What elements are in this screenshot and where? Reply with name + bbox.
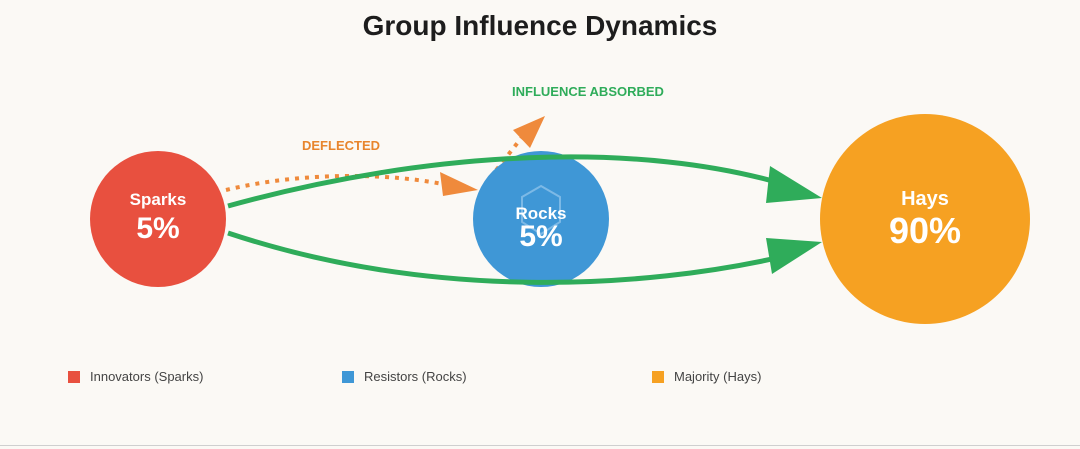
legend-label: Resistors (Rocks): [364, 369, 467, 384]
legend-swatch-orange: [652, 370, 664, 383]
legend-item-resistors: Resistors (Rocks): [342, 369, 467, 384]
legend-item-innovators: Innovators (Sparks): [68, 369, 203, 384]
legend-label: Innovators (Sparks): [90, 369, 204, 384]
deflected-label: DEFLECTED: [302, 138, 380, 153]
hays-node: [820, 114, 1030, 324]
legend-item-majority: Majority (Hays): [652, 369, 761, 384]
hays-name: Hays: [901, 188, 949, 210]
rocks-node: [473, 151, 609, 287]
influence-arrowhead-lower: [766, 238, 822, 274]
sparks-name: Sparks: [130, 190, 187, 209]
legend-swatch-red: [68, 370, 80, 383]
rocks-percent: 5%: [519, 220, 562, 253]
bounce-arrowhead: [513, 116, 545, 148]
influence-arrowhead-upper: [766, 166, 822, 203]
legend-label: Majority (Hays): [674, 369, 762, 384]
legend-swatch-blue: [342, 370, 354, 383]
bottom-divider: [0, 445, 1080, 446]
deflected-arrow: [225, 173, 453, 192]
diagram-title: Group Influence Dynamics: [362, 10, 718, 41]
hays-percent: 90%: [889, 210, 961, 251]
shield-icon: [521, 184, 561, 236]
influence-arrow-upper: [227, 154, 791, 209]
sparks-node: [90, 151, 226, 287]
deflected-arrowhead: [440, 172, 478, 196]
rocks-name: Rocks: [515, 204, 566, 223]
influence-arrow-lower: [227, 230, 791, 285]
absorbed-label: INFLUENCE ABSORBED: [512, 84, 664, 99]
sparks-percent: 5%: [136, 212, 179, 245]
